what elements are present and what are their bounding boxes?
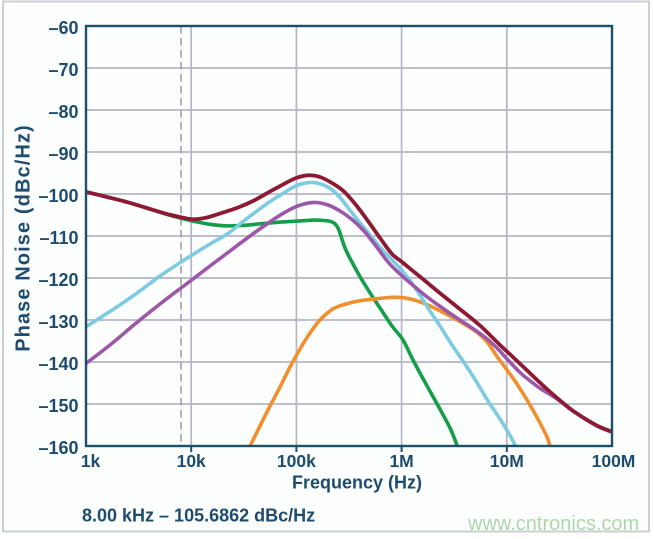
- svg-text:–140: –140: [38, 354, 78, 374]
- svg-text:–110: –110: [39, 228, 78, 248]
- svg-text:–60: –60: [48, 18, 78, 38]
- svg-text:–90: –90: [48, 144, 78, 164]
- svg-text:100M: 100M: [592, 451, 636, 471]
- svg-text:100k: 100k: [277, 451, 316, 471]
- svg-text:Frequency (Hz): Frequency (Hz): [292, 473, 422, 493]
- svg-text:1k: 1k: [81, 451, 101, 471]
- svg-text:Phase Noise (dBc/Hz): Phase Noise (dBc/Hz): [13, 124, 35, 352]
- svg-text:–80: –80: [48, 102, 78, 122]
- svg-text:–100: –100: [38, 186, 78, 206]
- svg-text:10k: 10k: [177, 451, 206, 471]
- svg-text:–150: –150: [38, 396, 78, 416]
- svg-text:–120: –120: [38, 270, 78, 290]
- svg-text:8.00 kHz – 105.6862 dBc/Hz: 8.00 kHz – 105.6862 dBc/Hz: [82, 506, 315, 526]
- svg-text:–70: –70: [48, 60, 78, 80]
- svg-text:www.cntronics.com: www.cntronics.com: [467, 513, 639, 535]
- svg-text:–160: –160: [38, 438, 78, 458]
- svg-text:1M: 1M: [389, 451, 413, 471]
- svg-text:10M: 10M: [490, 451, 524, 471]
- svg-text:–130: –130: [38, 312, 78, 332]
